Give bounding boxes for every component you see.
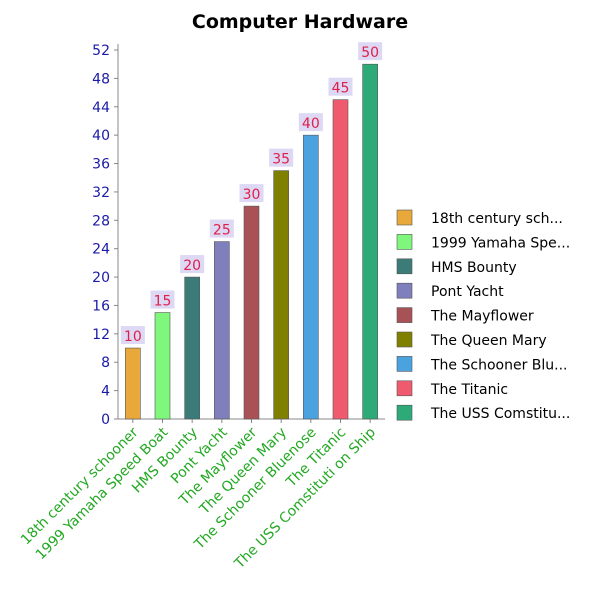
bars bbox=[125, 63, 378, 420]
bar bbox=[332, 99, 349, 420]
data-label-bg bbox=[150, 290, 175, 309]
legend-label: 18th century sch... bbox=[431, 211, 563, 227]
legend-swatch bbox=[396, 380, 413, 397]
y-tick-label: 40 bbox=[92, 128, 110, 144]
bar bbox=[154, 312, 171, 420]
data-label-bg bbox=[269, 148, 294, 167]
legend-label: The Mayflower bbox=[430, 309, 534, 325]
legend-label: 1999 Yamaha Spe... bbox=[431, 235, 570, 251]
y-tick-label: 24 bbox=[92, 242, 110, 258]
data-label-bg bbox=[298, 113, 323, 132]
legend-label: The Queen Mary bbox=[430, 333, 547, 349]
chart-title: Computer Hardware bbox=[192, 11, 408, 33]
y-tick-label: 28 bbox=[92, 213, 110, 229]
bar bbox=[303, 134, 319, 420]
legend-swatch bbox=[396, 307, 413, 323]
y-tick-label: 48 bbox=[92, 71, 110, 87]
x-tick-label: 18th century schooner bbox=[18, 424, 142, 548]
bar bbox=[125, 347, 141, 420]
bar bbox=[273, 170, 289, 420]
y-tick-label: 32 bbox=[92, 185, 110, 201]
data-label: 25 bbox=[213, 223, 231, 239]
legend-swatch bbox=[396, 209, 413, 226]
y-tick-label: 44 bbox=[92, 100, 110, 116]
legend: 18th century sch... 1999 Yamaha Spe... HMS… bbox=[396, 209, 570, 422]
y-tick-label: 20 bbox=[92, 270, 110, 286]
legend-swatch bbox=[396, 234, 413, 250]
y-tick-label: 0 bbox=[101, 412, 110, 428]
data-label: 40 bbox=[302, 116, 320, 132]
legend-label: The Schooner Blu... bbox=[430, 357, 568, 373]
bar bbox=[184, 276, 200, 420]
y-tick-label: 36 bbox=[92, 157, 110, 173]
legend-swatch bbox=[396, 331, 413, 348]
data-label: 20 bbox=[183, 258, 201, 274]
legend-swatch bbox=[396, 258, 413, 275]
bar bbox=[214, 241, 230, 420]
data-label-bg bbox=[358, 42, 383, 61]
bar bbox=[243, 205, 260, 420]
data-label: 30 bbox=[243, 187, 261, 203]
bar bbox=[362, 63, 378, 420]
data-label-bg bbox=[239, 184, 264, 203]
legend-label: Pont Yacht bbox=[431, 284, 504, 300]
data-label: 10 bbox=[124, 329, 142, 345]
legend-label: The Titanic bbox=[430, 382, 508, 398]
data-label: 15 bbox=[154, 294, 172, 310]
data-labels: 10 15 20 25 30 35 40 45 50 bbox=[120, 42, 383, 345]
data-label-bg bbox=[180, 255, 205, 274]
legend-swatch bbox=[396, 282, 413, 299]
y-tick-label: 12 bbox=[92, 327, 110, 343]
data-label-bg bbox=[328, 77, 353, 96]
data-label: 45 bbox=[332, 81, 350, 97]
x-tick-label: 1999 Yamaha Speed Boat bbox=[33, 424, 172, 563]
data-label: 50 bbox=[361, 45, 379, 61]
legend-swatch bbox=[396, 404, 413, 421]
data-label-bg bbox=[209, 219, 234, 238]
y-tick-label: 52 bbox=[92, 43, 110, 59]
y-tick-label: 16 bbox=[92, 298, 110, 314]
legend-label: The USS Comstitu... bbox=[430, 406, 570, 422]
y-tick-label: 8 bbox=[101, 355, 110, 371]
legend-label: HMS Bounty bbox=[431, 260, 517, 276]
legend-swatch bbox=[396, 356, 413, 372]
y-tick-label: 4 bbox=[101, 384, 110, 400]
data-label: 35 bbox=[272, 152, 290, 168]
data-label-bg bbox=[120, 326, 145, 345]
